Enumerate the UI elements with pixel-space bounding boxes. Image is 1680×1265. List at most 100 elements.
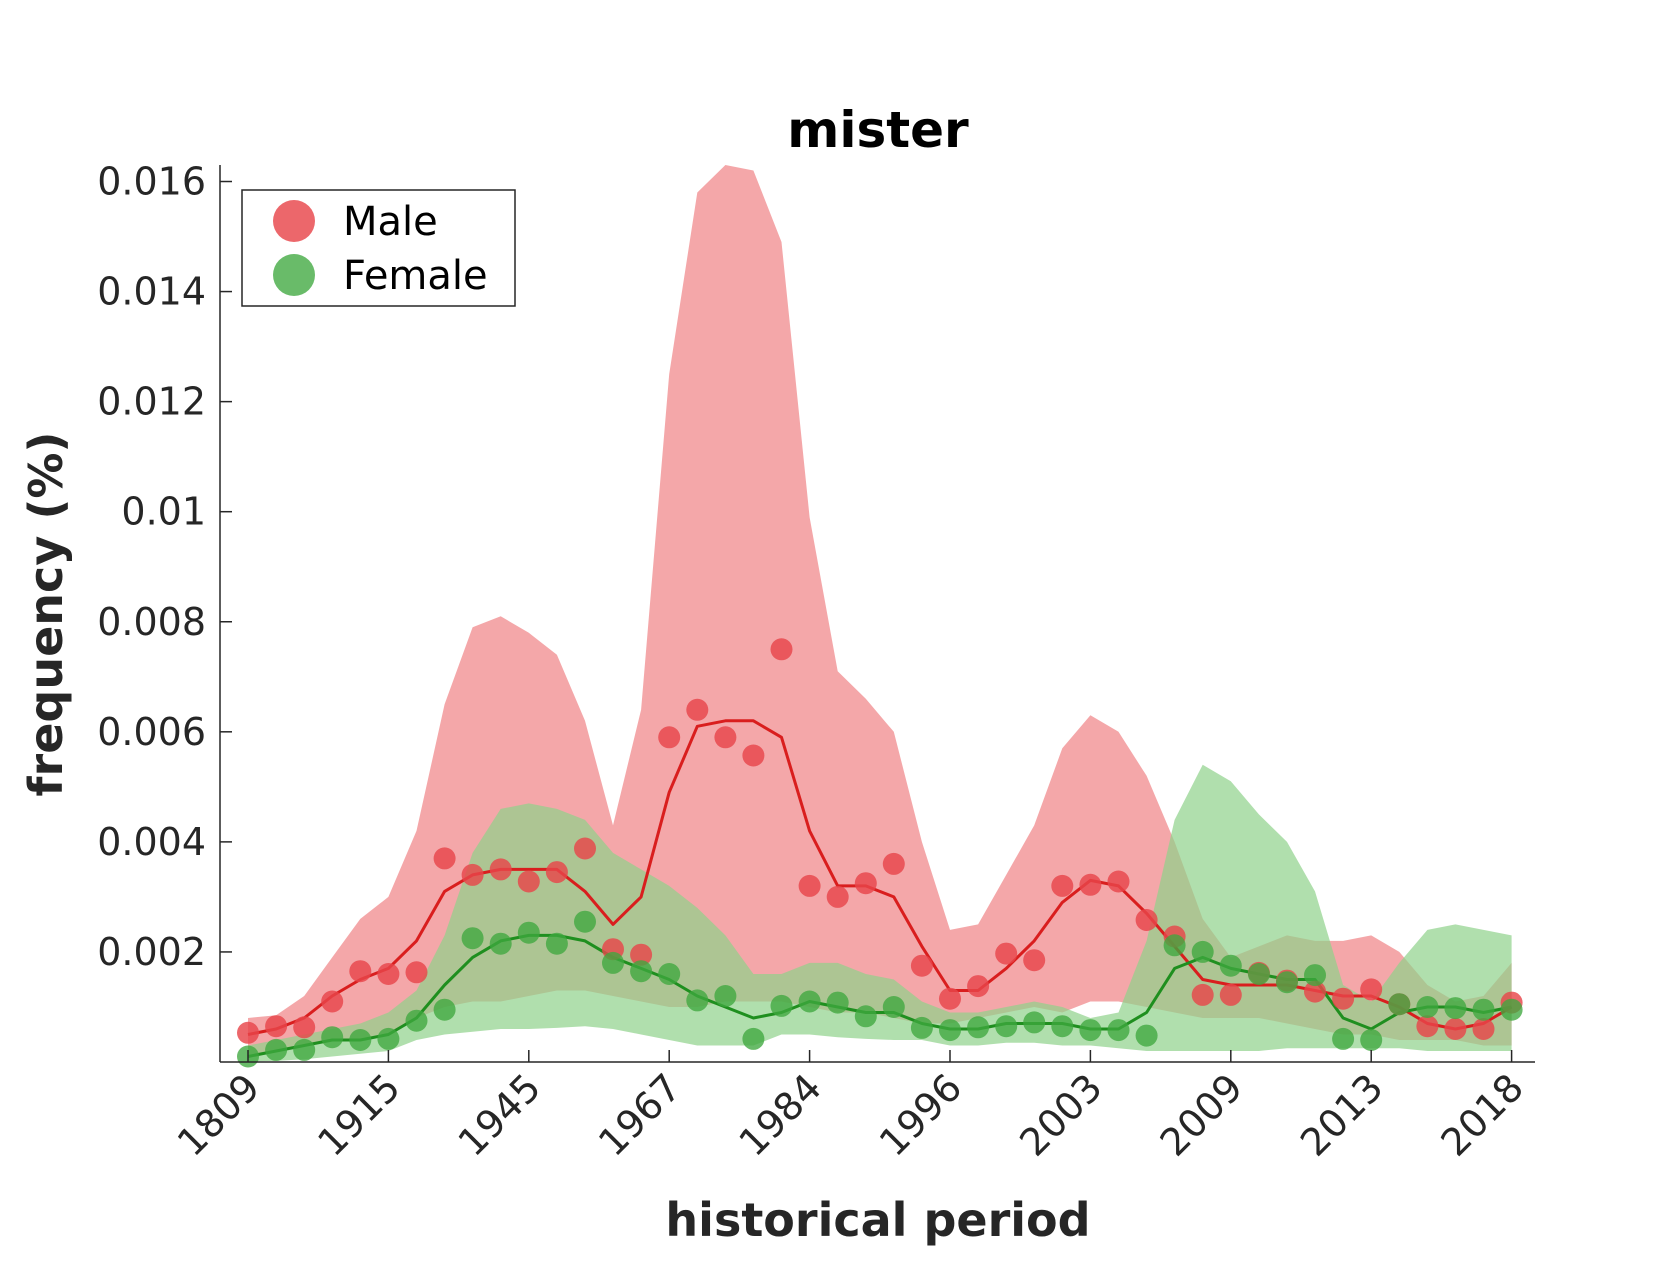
female-data-point bbox=[910, 1016, 933, 1039]
female-data-point bbox=[714, 985, 737, 1007]
x-tick-label: 1915 bbox=[309, 1065, 409, 1165]
female-data-point bbox=[686, 989, 709, 1012]
male-data-point bbox=[349, 960, 372, 983]
male-data-point bbox=[798, 874, 821, 897]
female-data-point bbox=[939, 1019, 961, 1042]
male-data-point bbox=[686, 698, 709, 721]
y-axis-label: frequency (%) bbox=[19, 432, 73, 797]
x-tick-label: 2003 bbox=[1011, 1065, 1111, 1165]
male-legend-label: Male bbox=[343, 199, 438, 245]
male-data-point bbox=[910, 954, 933, 977]
male-data-point bbox=[967, 975, 990, 998]
female-data-point bbox=[770, 994, 793, 1017]
y-tick-label: 0.014 bbox=[97, 270, 206, 314]
chart-title: mister bbox=[787, 101, 969, 159]
male-data-point bbox=[265, 1015, 288, 1038]
y-tick-label: 0.01 bbox=[121, 490, 206, 534]
y-tick-label: 0.008 bbox=[97, 600, 206, 644]
male-data-point bbox=[1472, 1018, 1495, 1040]
male-data-point bbox=[1416, 1015, 1439, 1038]
female-data-point bbox=[1163, 934, 1186, 957]
x-tick-label: 1984 bbox=[730, 1065, 830, 1165]
male-data-point bbox=[237, 1021, 259, 1044]
female-trend-line bbox=[247, 933, 1512, 1058]
male-data-point bbox=[1360, 978, 1383, 1001]
male-data-point bbox=[545, 861, 568, 884]
female-legend-label: Female bbox=[343, 253, 488, 299]
female-data-point bbox=[967, 1016, 990, 1039]
male-data-point bbox=[658, 726, 681, 749]
female-data-point bbox=[1135, 1024, 1158, 1047]
female-data-point bbox=[854, 1005, 877, 1028]
x-axis-label: historical period bbox=[665, 1193, 1090, 1247]
female-data-point bbox=[489, 932, 512, 955]
female-data-point bbox=[1360, 1029, 1383, 1051]
male-data-point bbox=[882, 852, 905, 875]
male-data-point bbox=[1079, 873, 1102, 896]
y-tick-label: 0.004 bbox=[97, 820, 206, 864]
trend-lines bbox=[247, 719, 1513, 1058]
female-data-point bbox=[461, 927, 484, 950]
female-data-point bbox=[1304, 964, 1326, 987]
female-data-point bbox=[1388, 993, 1411, 1016]
female-data-point bbox=[1500, 998, 1523, 1021]
male-data-point bbox=[1023, 949, 1046, 972]
female-data-point bbox=[1247, 963, 1270, 985]
female-data-point bbox=[658, 963, 681, 985]
male-data-point bbox=[1444, 1018, 1467, 1040]
male-legend-marker bbox=[273, 200, 315, 242]
male-data-point bbox=[854, 872, 877, 895]
x-tick-label: 1967 bbox=[590, 1065, 690, 1165]
male-data-point bbox=[1304, 980, 1326, 1003]
male-data-point bbox=[1219, 983, 1242, 1006]
male-data-point bbox=[742, 744, 765, 767]
female-data-point bbox=[1276, 971, 1298, 994]
female-data-point bbox=[742, 1027, 765, 1050]
female-data-point bbox=[1444, 997, 1467, 1020]
female-data-point bbox=[1219, 954, 1242, 977]
male-data-point bbox=[517, 870, 540, 893]
male-data-point bbox=[1135, 909, 1158, 931]
female-data-point bbox=[265, 1038, 288, 1061]
female-data-point bbox=[1332, 1027, 1355, 1050]
female-data-point bbox=[1023, 1011, 1046, 1034]
male-data-point bbox=[826, 885, 849, 908]
male-data-point bbox=[405, 961, 428, 984]
female-data-point bbox=[882, 996, 905, 1018]
male-data-point bbox=[1191, 983, 1214, 1006]
male-data-point bbox=[939, 987, 961, 1010]
female-data-point bbox=[433, 998, 456, 1021]
male-trend-line bbox=[247, 719, 1513, 1036]
female-data-point bbox=[574, 910, 596, 933]
female-legend-marker bbox=[273, 254, 315, 296]
female-data-point bbox=[293, 1038, 316, 1061]
female-data-point bbox=[1472, 998, 1495, 1021]
y-tick-label: 0.006 bbox=[97, 710, 206, 754]
female-data-point bbox=[1107, 1019, 1130, 1042]
legend: Male Female bbox=[241, 189, 516, 307]
x-tick-label: 2009 bbox=[1152, 1065, 1252, 1165]
male-data-point bbox=[461, 863, 484, 886]
male-data-point bbox=[995, 942, 1018, 965]
y-tick-label: 0.016 bbox=[97, 160, 206, 204]
female-data-point bbox=[826, 991, 849, 1014]
female-data-point bbox=[602, 951, 624, 974]
female-data-point bbox=[545, 932, 568, 955]
female-data-point bbox=[1051, 1015, 1074, 1038]
male-data-point bbox=[1051, 874, 1074, 897]
y-tick-label: 0.012 bbox=[97, 380, 206, 424]
female-data-point bbox=[630, 960, 653, 983]
male-data-point bbox=[321, 990, 344, 1013]
x-tick-label: 2018 bbox=[1432, 1065, 1532, 1165]
female-data-point bbox=[377, 1027, 400, 1050]
male-data-point bbox=[433, 847, 456, 870]
female-data-point bbox=[405, 1009, 428, 1032]
data-points bbox=[237, 638, 1523, 1068]
female-data-point bbox=[349, 1029, 372, 1051]
female-data-point bbox=[1079, 1019, 1102, 1042]
female-data-point bbox=[321, 1026, 344, 1049]
female-data-point bbox=[798, 990, 821, 1013]
female-data-point bbox=[1416, 996, 1439, 1018]
